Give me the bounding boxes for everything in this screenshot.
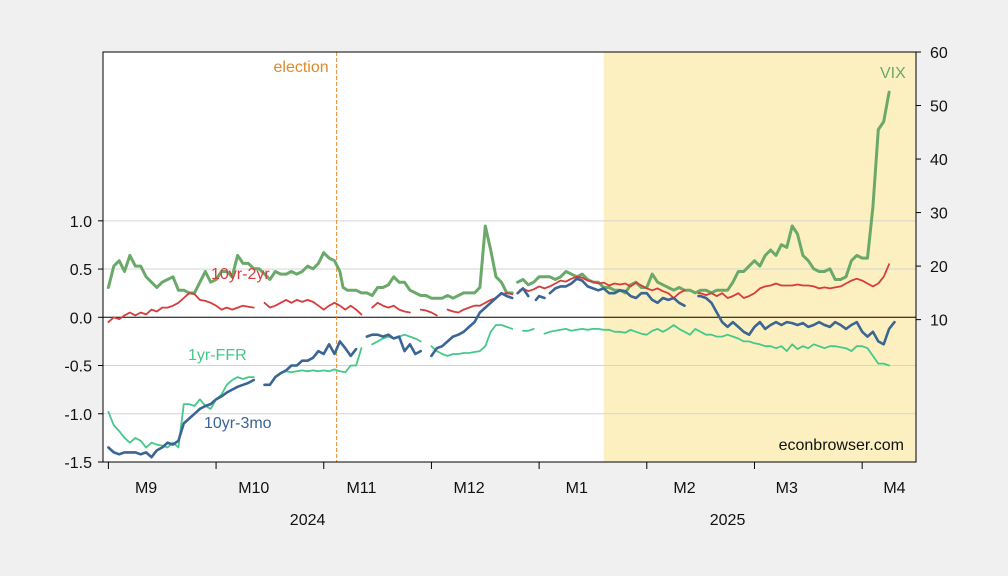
series-label-1yr-ffr: 1yr-FFR [188,347,247,364]
left-tick-label: 0.0 [70,310,92,327]
plot-frame [102,51,917,463]
x-month-label-m11: M11 [346,480,376,497]
series-labels: VIX 10yr-2yr 1yr-FFR 10yr-3mo [188,65,906,432]
series-label-vix: VIX [880,65,906,82]
series-layer [106,90,896,459]
series-label-10yr-3mo: 10yr-3mo [204,415,272,432]
left-tick-label: 1.0 [70,214,92,231]
left-tick-label: -0.5 [64,359,92,376]
left-axis: 1.0 0.5 0.0 -0.5 -1.0 -1.5 [64,214,103,472]
series-label-10yr-2yr: 10yr-2yr [211,266,270,283]
left-tick-label: 0.5 [70,262,92,279]
watermark: econbrowser.com [779,437,904,454]
x-month-label-m4: M4 [883,480,905,497]
x-year-label-2024: 2024 [290,512,326,529]
series-line-10yr-3mo [107,277,896,459]
x-month-label-m3: M3 [776,480,798,497]
left-tick-label: -1.0 [64,407,92,424]
series-line-10yr-2yr [107,263,890,323]
x-month-label-m12: M12 [454,480,485,497]
right-tick-label: 60 [930,45,948,62]
series-line-vix [106,90,891,300]
right-tick-label: 50 [930,99,948,116]
x-year-label-2025: 2025 [710,512,746,529]
x-month-label-m2: M2 [673,480,695,497]
right-axis: 60 50 40 30 20 10 [916,45,948,330]
x-month-label-m1: M1 [566,480,588,497]
x-month-label-m9: M9 [135,480,157,497]
shaded-region [603,52,916,462]
right-tick-label: 20 [930,259,948,276]
left-tick-label: -1.5 [64,455,92,472]
right-tick-label: 30 [930,206,948,223]
right-tick-label: 40 [930,152,948,169]
right-tick-label: 10 [930,313,948,330]
election-label: election [274,59,329,76]
x-month-label-m10: M10 [238,480,269,497]
x-axis: M9 M10 M11 M12 M1 M2 M3 M4 2024 2025 [107,462,906,529]
